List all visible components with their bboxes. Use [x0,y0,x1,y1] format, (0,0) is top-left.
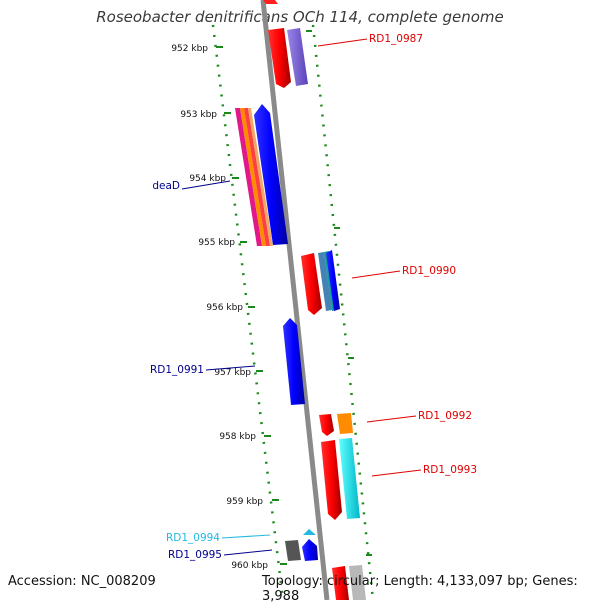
gene-arrow-bottom-red [332,566,349,600]
gene-arrow-top-partial [263,0,278,4]
tick-label: 958 kbp [219,432,256,442]
gene-stripe-steel [318,252,332,311]
gene-arrow-dead [254,104,288,245]
gene-arrow-rd1-0995 [302,539,318,561]
gene-label-rd1-0992: RD1_0992 [418,410,472,422]
genome-backbone [260,0,330,600]
gene-stripe-peach [248,108,273,246]
gene-arrow-rd1-0987-b [287,28,308,86]
genome-title: Roseobacter denitrificans OCh 114, compl… [96,8,504,26]
gene-label-rd1-0994: RD1_0994 [166,532,220,544]
gene-arrow-rd1-0994 [303,529,316,535]
tick-label: 955 kbp [198,238,235,248]
gene-arrow-rd1-0987 [268,28,291,88]
tick-label: 956 kbp [206,303,243,313]
gene-arrow-rd1-0990-b [326,250,340,311]
gene-label-dead: deaD [152,180,180,192]
tick-label: 953 kbp [180,110,217,120]
gene-stripe-magenta [235,108,262,246]
gene-label-rd1-0993: RD1_0993 [423,464,477,476]
tick-label: 960 kbp [231,561,268,571]
gene-arrow-rd1-0993 [321,440,342,520]
gene-block-gray [285,540,301,561]
gene-arrow-rd1-0991 [283,318,305,405]
gene-arrow-rd1-0992-b [337,413,353,434]
tick-label: 954 kbp [189,174,226,184]
gene-label-rd1-0987: RD1_0987 [369,33,423,45]
tick-label: 952 kbp [171,44,208,54]
tick-label: 957 kbp [214,368,251,378]
tick-marks [216,30,372,565]
accession-text: Accession: NC_008209 [8,574,156,589]
gene-stripe-red [244,108,270,246]
tick-label: 959 kbp [226,497,263,507]
gene-block-bottom-gray [349,565,366,600]
gene-stripe-orange [240,108,266,246]
gene-arrow-rd1-0993-b [339,438,360,519]
gene-label-rd1-0990: RD1_0990 [402,265,456,277]
gene-arrow-rd1-0992 [319,414,334,436]
gene-arrow-rd1-0990 [301,253,322,315]
right-dotted-track [311,24,375,600]
gene-label-rd1-0991: RD1_0991 [150,364,204,376]
gene-label-rd1-0995: RD1_0995 [168,549,222,561]
